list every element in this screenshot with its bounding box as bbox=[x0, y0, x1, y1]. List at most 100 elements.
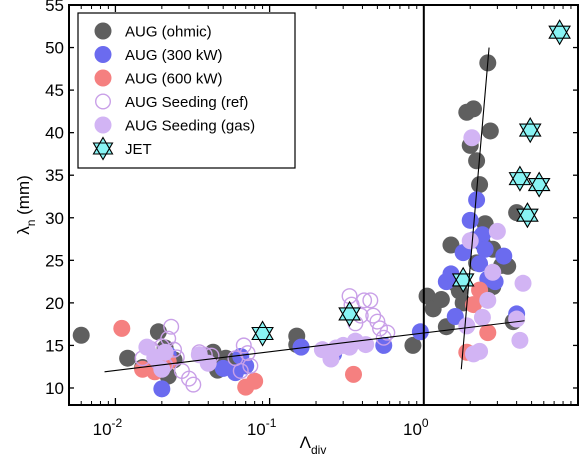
point-4-14 bbox=[461, 232, 479, 250]
point-0-29 bbox=[471, 176, 489, 194]
fit-line-1 bbox=[460, 47, 490, 370]
point-0-0 bbox=[72, 326, 90, 344]
point-2-8 bbox=[464, 296, 482, 314]
point-5-5 bbox=[518, 117, 542, 144]
point-3-30 bbox=[375, 329, 392, 346]
point-5-4 bbox=[516, 202, 539, 229]
point-1-0 bbox=[153, 380, 171, 398]
point-4-18 bbox=[473, 308, 491, 326]
y-tick-label: 10 bbox=[45, 379, 64, 398]
x-tick-label-base: 10 bbox=[93, 420, 112, 439]
point-3-7 bbox=[163, 318, 180, 335]
point-5-6 bbox=[527, 171, 551, 198]
point-3-12 bbox=[185, 376, 202, 393]
legend-label: AUG Seeding (gas) bbox=[125, 118, 255, 135]
point-4-3 bbox=[156, 343, 174, 361]
y-tick-label: 40 bbox=[45, 124, 64, 143]
fit-line-0 bbox=[104, 320, 525, 373]
y-tick-label: 20 bbox=[45, 294, 64, 313]
legend-label: AUG (300 kW) bbox=[125, 47, 223, 64]
y-axis-label-sub: n bbox=[24, 220, 38, 227]
point-0-32 bbox=[481, 122, 499, 140]
y-tick-label: 15 bbox=[45, 336, 64, 355]
point-0-28 bbox=[468, 152, 486, 170]
y-tick-label: 50 bbox=[45, 39, 64, 58]
legend-label: AUG (ohmic) bbox=[125, 24, 212, 41]
point-5-7 bbox=[548, 19, 571, 46]
point-1-23 bbox=[495, 247, 513, 265]
y-axis-label-unit: (mm) bbox=[14, 175, 33, 219]
point-4-20 bbox=[484, 263, 502, 281]
y-axis-label-main: λ bbox=[14, 226, 33, 235]
point-2-10 bbox=[479, 324, 497, 342]
x-tick-label-exponent: -1 bbox=[266, 416, 277, 430]
point-4-21 bbox=[488, 222, 506, 240]
x-tick-label-exponent: -2 bbox=[112, 416, 123, 430]
legend-marker-0 bbox=[94, 22, 112, 40]
point-2-0 bbox=[113, 319, 131, 337]
point-5-3 bbox=[508, 165, 532, 192]
legend-marker-2 bbox=[94, 69, 112, 87]
legend-marker-1 bbox=[94, 46, 112, 63]
legend-label: AUG Seeding (ref) bbox=[125, 94, 248, 111]
y-tick-label: 55 bbox=[45, 0, 64, 15]
point-1-7 bbox=[292, 338, 310, 356]
point-4-5 bbox=[199, 354, 217, 372]
point-0-21 bbox=[442, 236, 460, 254]
point-3-28 bbox=[369, 313, 386, 330]
legend-label: AUG (600 kW) bbox=[125, 71, 223, 88]
point-4-19 bbox=[479, 291, 497, 309]
point-1-15 bbox=[461, 211, 479, 229]
point-4-15 bbox=[463, 129, 481, 147]
point-3-26 bbox=[362, 292, 379, 309]
point-0-1 bbox=[119, 349, 137, 367]
point-1-10 bbox=[411, 323, 429, 341]
point-1-17 bbox=[468, 191, 486, 209]
point-4-2 bbox=[153, 360, 171, 378]
data-points bbox=[72, 19, 571, 398]
x-tick-label-exponent: 0 bbox=[422, 416, 429, 430]
point-1-13 bbox=[446, 307, 464, 325]
point-4-23 bbox=[511, 331, 529, 349]
point-0-3 bbox=[149, 323, 167, 341]
legend-marker-5 bbox=[92, 136, 114, 161]
point-1-18 bbox=[471, 255, 489, 273]
point-4-12 bbox=[357, 336, 375, 354]
point-0-27 bbox=[464, 100, 482, 118]
point-1-20 bbox=[476, 240, 494, 258]
point-4-17 bbox=[471, 342, 489, 360]
y-tick-label: 25 bbox=[45, 251, 64, 270]
point-4-22 bbox=[508, 310, 526, 328]
x-tick-label: 10-1 bbox=[247, 416, 277, 439]
y-tick-label: 30 bbox=[45, 209, 64, 228]
x-tick-label-base: 10 bbox=[403, 420, 422, 439]
point-2-6 bbox=[345, 365, 363, 383]
point-3-17 bbox=[232, 362, 249, 379]
point-4-13 bbox=[458, 317, 476, 335]
legend: AUG (ohmic) AUG (300 kW) AUG (600 kW) AUG S… bbox=[77, 12, 296, 169]
point-0-16 bbox=[404, 336, 422, 354]
x-tick-label: 10-2 bbox=[93, 416, 123, 439]
point-5-0 bbox=[251, 320, 274, 347]
point-3-31 bbox=[379, 324, 396, 341]
x-tick-label: 100 bbox=[403, 416, 429, 439]
point-4-24 bbox=[514, 274, 532, 292]
x-axis-label-main: Λ bbox=[300, 433, 312, 452]
point-3-25 bbox=[356, 292, 373, 309]
y-tick-label: 45 bbox=[45, 81, 64, 100]
legend-marker-3 bbox=[94, 93, 111, 110]
x-tick-label-base: 10 bbox=[247, 420, 266, 439]
x-axis-label-sub: div bbox=[311, 443, 326, 457]
x-axis-label: Λdiv bbox=[300, 433, 327, 457]
plot-frame bbox=[68, 4, 579, 406]
y-axis-label: λn (mm) bbox=[14, 175, 38, 235]
point-2-5 bbox=[246, 372, 264, 390]
point-3-18 bbox=[235, 337, 252, 354]
point-3-20 bbox=[242, 357, 259, 374]
legend-label: JET bbox=[125, 141, 152, 158]
legend-box bbox=[77, 12, 296, 169]
y-tick-label: 35 bbox=[45, 166, 64, 185]
legend-marker-4 bbox=[94, 116, 112, 134]
point-5-1 bbox=[338, 300, 361, 328]
